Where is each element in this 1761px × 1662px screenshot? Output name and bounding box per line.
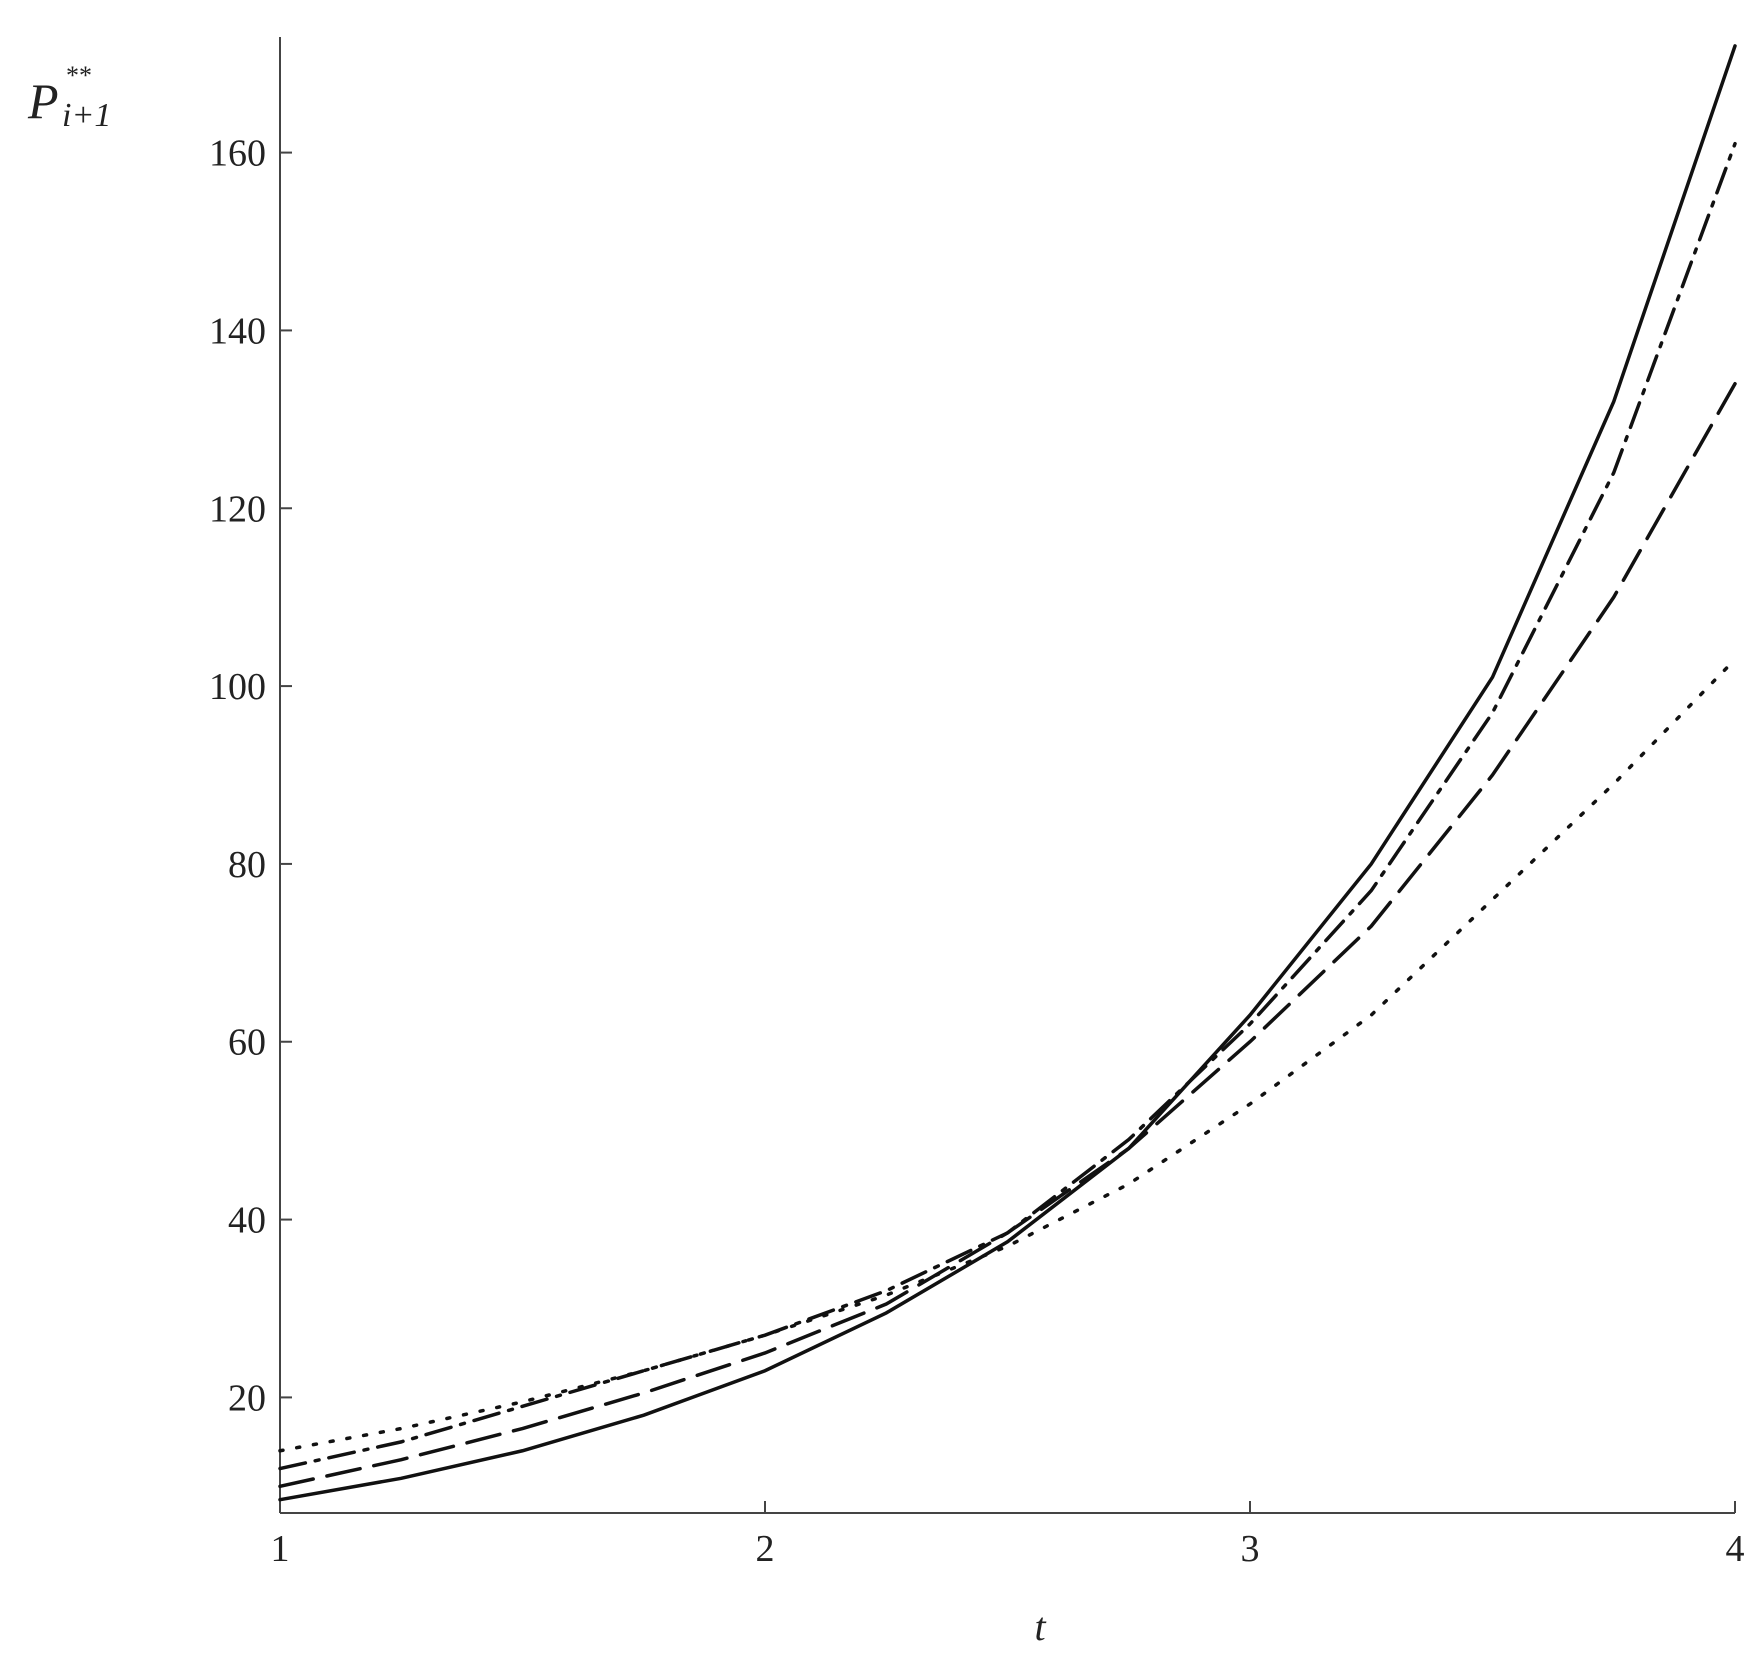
- x-tick-label: 4: [1726, 1528, 1745, 1570]
- y-tick-label: 140: [209, 310, 266, 352]
- series-line: [278, 657, 1737, 1453]
- x-axis-label: t: [1034, 1604, 1046, 1649]
- x-tick-label: 3: [1241, 1528, 1260, 1570]
- y-tick-label: 40: [228, 1200, 266, 1242]
- x-tick-label: 2: [756, 1528, 775, 1570]
- y-tick-label: 120: [209, 488, 266, 530]
- series-line: [278, 44, 1737, 1502]
- y-axis-label-subscript: i+1: [62, 97, 111, 134]
- y-tick-label: 20: [228, 1377, 266, 1419]
- y-tick-label: 160: [209, 133, 266, 175]
- y-tick-label: 60: [228, 1022, 266, 1064]
- y-axis-label-superscript: **: [66, 61, 92, 90]
- series-line: [278, 141, 1737, 1471]
- y-tick-label: 80: [228, 844, 266, 886]
- series-line: [278, 382, 1737, 1489]
- y-axis-label: P: [27, 73, 59, 129]
- y-tick-label: 100: [209, 666, 266, 708]
- x-tick-label: 1: [271, 1528, 290, 1570]
